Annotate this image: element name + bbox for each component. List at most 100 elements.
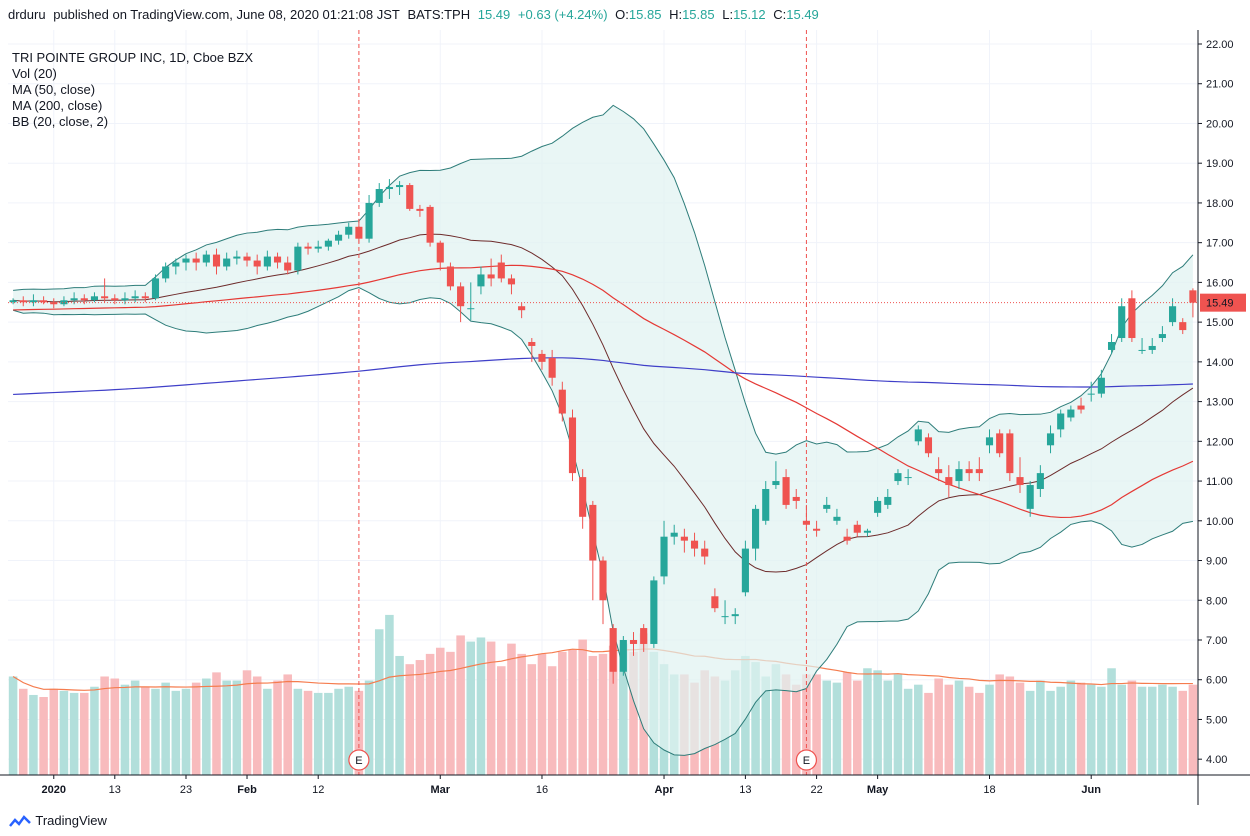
volume-bar [1025,690,1035,775]
author[interactable]: drduru [8,7,46,22]
volume-bar [425,653,435,775]
volume-bar [1178,690,1188,775]
x-tick-label: 23 [180,784,192,796]
candle [263,256,271,267]
candle [223,258,231,267]
volume-bar [1127,680,1137,775]
legend-bb: BB (20, close, 2) [12,114,109,129]
tradingview-logo[interactable]: TradingView [8,812,107,830]
volume-bar [853,680,862,775]
volume-bar [822,680,832,775]
y-tick-label: 11.00 [1206,476,1233,488]
candle [29,300,37,303]
x-tick-label: 16 [536,784,548,796]
volume-bar [812,674,821,775]
close-label: C: [773,7,787,22]
candle [894,473,902,482]
candle [50,302,58,305]
y-tick-label: 15.00 [1206,317,1234,329]
symbol[interactable]: BATS:TPH [407,7,471,22]
candle [690,540,699,549]
volume-bar [252,676,262,775]
candle [935,469,943,474]
tradingview-logo-icon [9,814,31,827]
candle [914,429,922,442]
volume-bar [80,692,89,775]
y-tick-label: 20.00 [1206,118,1234,130]
candle [192,258,200,263]
x-tick-label: Apr [655,784,675,796]
volume-bar [120,684,130,775]
volume-bar [964,686,974,775]
candle [131,296,139,299]
candle [589,504,597,561]
candle [212,254,221,267]
candle [538,353,546,362]
volume-bar [49,688,59,775]
y-tick-label: 16.00 [1206,277,1234,289]
volume-bar [181,688,191,775]
candle [579,477,587,517]
volume-bar [588,655,598,775]
volume-bar [456,635,465,775]
candle [162,266,170,279]
candle [782,477,790,505]
volume-bar [232,680,242,775]
earnings-label: E [803,755,810,767]
candle [1107,341,1116,350]
volume-bar [558,651,567,775]
volume-bar [578,639,587,775]
bollinger-middle [13,233,1194,573]
candle [924,437,933,454]
volume-bar [273,680,282,775]
legend-title: TRI POINTE GROUP INC, 1D, Cboe BZX [12,50,254,65]
candle [294,246,302,271]
volume-bar [1117,684,1126,775]
volume-bar [435,647,445,775]
candle [1128,298,1136,339]
volume-bar [18,688,28,775]
candle [1169,306,1177,323]
price-chart[interactable]: E E 4.00 5.00 6.00 7.00 8.00 9.00 10.00 11.00 12.0… [0,30,1250,806]
volume-bar [1015,682,1025,775]
volume-bar [374,629,384,775]
candle [1138,349,1146,351]
volume-bar [171,690,181,775]
candle [548,357,556,378]
candle [701,548,709,557]
candle [619,639,627,672]
volume-bar [791,684,801,775]
candle [121,298,129,301]
candle [863,530,872,533]
volume-bar [995,674,1004,775]
candle [273,256,282,263]
volume-bar [151,688,160,775]
candle [182,258,190,263]
high-label: H: [669,7,683,22]
volume-bar [1005,676,1015,775]
candle [813,528,821,531]
volume-bar [344,686,353,775]
candle [1148,345,1156,350]
volume-bar [466,641,476,775]
volume-bar [405,664,415,775]
volume-bar [303,690,313,775]
y-tick-label: 22.00 [1206,39,1234,51]
volume-bar [222,680,231,775]
candle [528,341,536,346]
candle [1057,413,1065,430]
earnings-marker [348,749,370,771]
candle [762,489,770,521]
candle [467,308,475,310]
volume-bar [141,686,150,775]
volume-bar [761,676,771,775]
candle [518,306,526,311]
candle [324,240,332,247]
bollinger-upper [13,104,1194,455]
candle [172,262,180,267]
candle [507,278,516,285]
volume-bar [486,641,496,775]
candle [141,296,149,299]
candle [558,389,566,414]
volume-bar [629,651,638,775]
